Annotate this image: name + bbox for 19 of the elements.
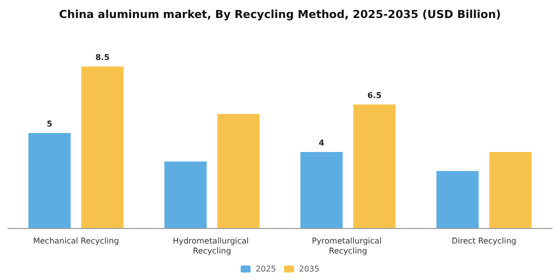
x-tick-label: Mechanical Recycling xyxy=(33,236,119,246)
bar xyxy=(28,133,71,228)
data-label: 4 xyxy=(318,138,325,148)
legend-label: 2035 xyxy=(299,264,320,274)
bar xyxy=(300,152,343,228)
data-label: 5 xyxy=(46,120,53,128)
bar xyxy=(353,104,396,228)
x-tick-label: Hydrometallurgical Recycling xyxy=(172,236,252,256)
chart-title: China aluminum market, By Recycling Method, 2025-2035 (USD Billion) xyxy=(59,8,501,21)
bar xyxy=(436,171,479,228)
bar xyxy=(217,114,260,228)
x-tick-label: Pyrometallurgical Recycling xyxy=(312,236,384,256)
bar xyxy=(81,66,124,228)
data-label: 8.5 xyxy=(95,53,110,62)
x-tick-label: Direct Recycling xyxy=(452,236,516,246)
bar xyxy=(489,152,532,228)
bar xyxy=(164,162,207,228)
legend-label: 2025 xyxy=(256,264,276,274)
data-label: 6.5 xyxy=(367,91,382,100)
